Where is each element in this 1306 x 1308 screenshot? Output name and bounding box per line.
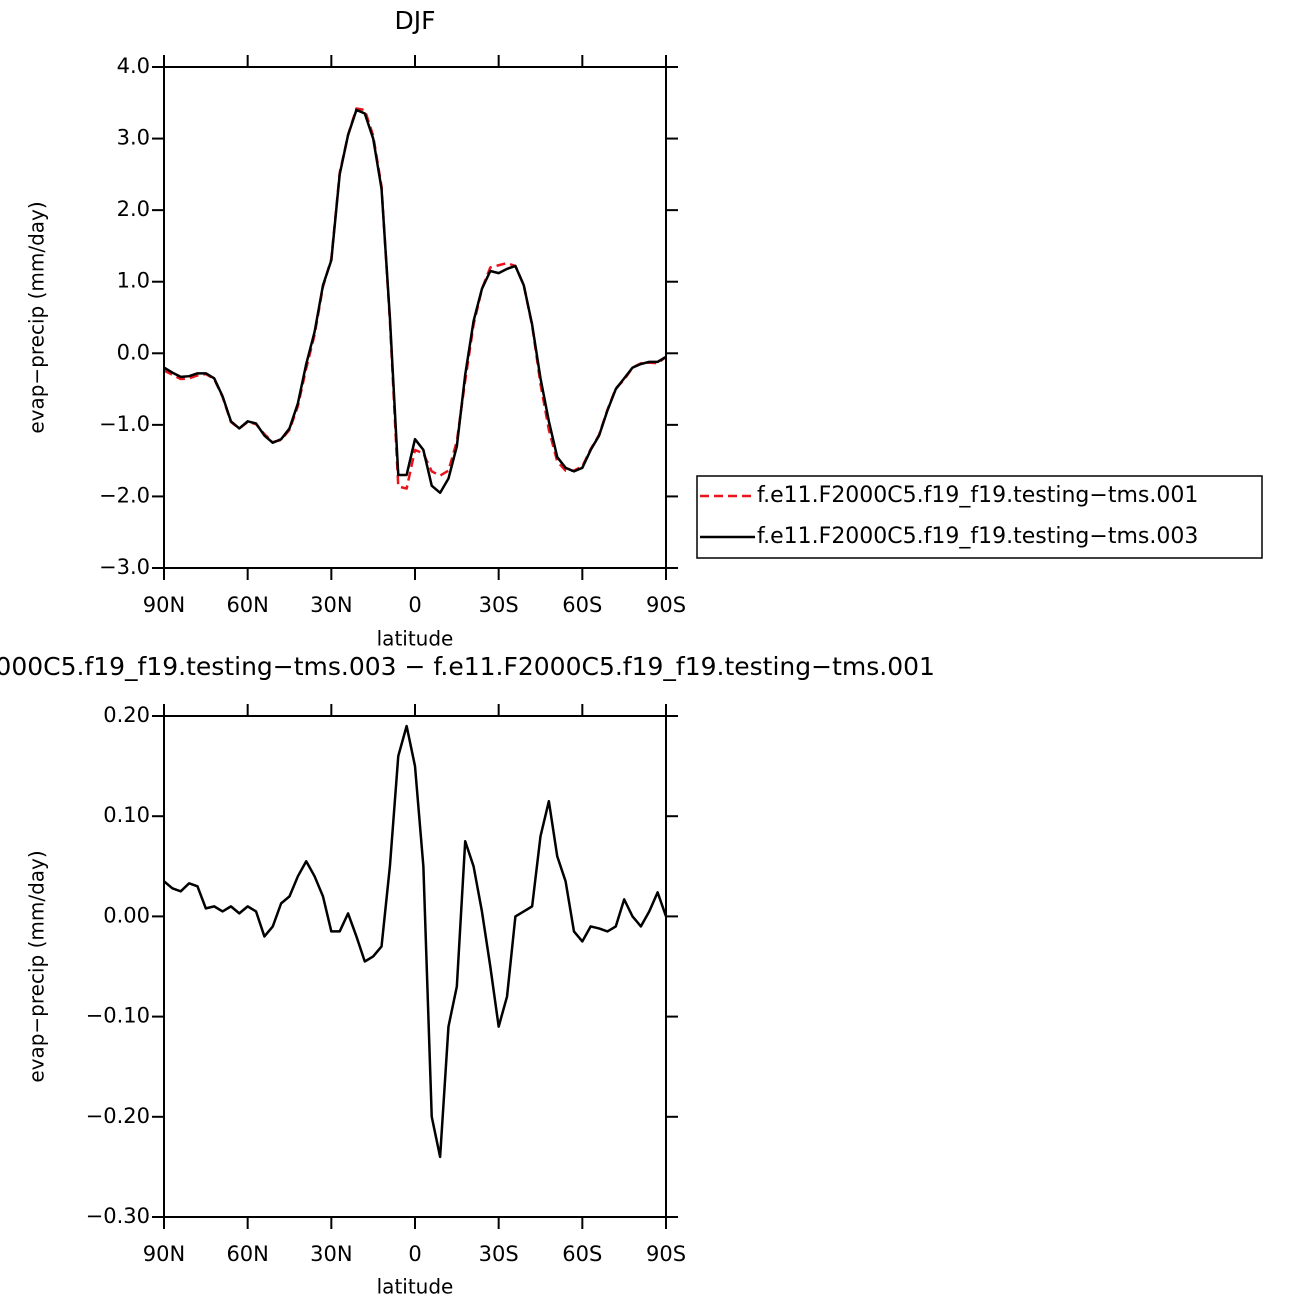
y-tick-label: −0.20	[86, 1104, 150, 1128]
y-tick-label: −0.10	[86, 1004, 150, 1028]
chart-title: f.e11.F2000C5.f19_f19.testing−tms.003 − …	[0, 652, 935, 681]
y-tick-label: 4.0	[117, 54, 150, 78]
y-tick-label: −1.0	[99, 412, 150, 436]
x-tick-label: 90N	[143, 1242, 185, 1266]
x-tick-label: 30S	[479, 593, 519, 617]
y-tick-label: −2.0	[99, 483, 150, 507]
plot-frame	[163, 715, 667, 1218]
y-tick-label: 1.0	[117, 269, 150, 293]
legend-label: f.e11.F2000C5.f19_f19.testing−tms.001	[757, 483, 1198, 508]
y-tick-label: 3.0	[117, 126, 150, 150]
x-tick-label: 60N	[226, 593, 268, 617]
x-axis-title: latitude	[377, 1275, 454, 1299]
legend-label: f.e11.F2000C5.f19_f19.testing−tms.003	[757, 524, 1198, 549]
x-tick-label: 30N	[310, 593, 352, 617]
data-line	[163, 724, 668, 1159]
x-tick-label: 0	[408, 1242, 421, 1266]
chart-title: DJF	[394, 6, 435, 35]
y-axis-title: evap−precip (mm/day)	[25, 850, 49, 1082]
y-tick-label: −0.30	[86, 1204, 150, 1228]
y-tick-label: 0.20	[103, 703, 150, 727]
x-tick-label: 90N	[143, 593, 185, 617]
y-tick-label: −3.0	[99, 555, 150, 579]
legend-box	[696, 475, 1263, 559]
y-axis-title: evap−precip (mm/day)	[25, 201, 49, 433]
y-tick-label: 0.00	[103, 903, 150, 927]
x-tick-label: 90S	[646, 593, 686, 617]
x-tick-label: 60S	[562, 1242, 602, 1266]
x-tick-label: 30S	[479, 1242, 519, 1266]
y-tick-label: 0.0	[117, 340, 150, 364]
x-tick-label: 30N	[310, 1242, 352, 1266]
data-line	[163, 108, 667, 495]
y-tick-label: 2.0	[117, 197, 150, 221]
y-tick-label: 0.10	[103, 803, 150, 827]
x-tick-label: 0	[408, 593, 421, 617]
x-tick-label: 60N	[226, 1242, 268, 1266]
plot-frame	[163, 66, 667, 569]
x-axis-title: latitude	[377, 627, 454, 651]
data-line	[163, 107, 667, 490]
x-tick-label: 90S	[646, 1242, 686, 1266]
x-tick-label: 60S	[562, 593, 602, 617]
